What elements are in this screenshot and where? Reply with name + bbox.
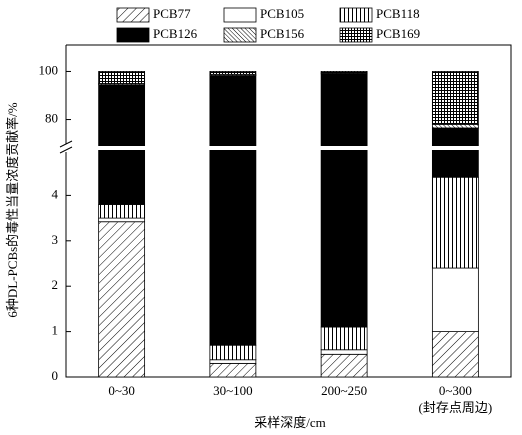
legend-label: PCB105 <box>260 6 304 21</box>
x-tick-label: 0~30 <box>108 383 135 398</box>
bar-segment <box>98 217 146 223</box>
bar-segment <box>431 267 479 333</box>
y-tick-label: 0 <box>52 368 59 383</box>
panel <box>98 71 479 146</box>
bar-segment <box>320 349 368 355</box>
y-axis-label: 6种DL-PCBs的毒性当量浓度贡献率/% <box>5 102 20 317</box>
legend-swatch <box>339 7 373 23</box>
x-tick-label: 30~100 <box>213 383 253 398</box>
x-tick-label: 0~300 <box>439 383 472 398</box>
bar-segment <box>98 204 146 219</box>
legend-label: PCB169 <box>376 26 420 41</box>
legend-label: PCB118 <box>376 6 420 21</box>
legend-swatch <box>339 27 373 43</box>
frame <box>59 44 512 378</box>
bar-segment <box>320 73 368 146</box>
x-axis-label: 采样深度/cm <box>254 415 326 430</box>
legend-label: PCB126 <box>153 26 198 41</box>
bar-segment <box>431 150 479 178</box>
bar-segment <box>98 150 146 205</box>
panel <box>98 150 479 377</box>
y-tick-label: 3 <box>52 232 59 247</box>
bar-segment <box>98 71 146 84</box>
bar-segment <box>431 331 479 377</box>
bar-segment <box>209 362 257 377</box>
bar-segment <box>431 71 479 125</box>
bar-segment <box>209 359 257 364</box>
y-tick-label: 1 <box>52 323 59 338</box>
bar-segment <box>431 123 479 129</box>
bar-segment <box>431 176 479 269</box>
bar-segment <box>98 84 146 146</box>
bar-segment <box>209 75 257 146</box>
legend-swatch <box>223 27 257 43</box>
x-tick-sublabel: (封存点周边) <box>419 400 493 415</box>
bar-segment <box>320 150 368 328</box>
bar-segment <box>209 344 257 361</box>
legend-swatch <box>223 7 257 23</box>
legend-label: PCB156 <box>260 26 305 41</box>
y-tick-label: 2 <box>52 277 59 292</box>
y-tick-label: 80 <box>45 111 58 126</box>
bar-segment <box>320 326 368 351</box>
legend-swatch <box>116 7 150 23</box>
x-tick-label: 200~250 <box>321 383 367 398</box>
y-tick-label: 100 <box>39 62 59 77</box>
bar-segment <box>98 221 146 377</box>
bar-segment <box>209 150 257 346</box>
bar-segment <box>320 353 368 377</box>
legend-label: PCB77 <box>153 6 191 21</box>
y-tick-label: 4 <box>52 186 59 201</box>
legend-swatch <box>116 27 150 43</box>
bar-segment <box>320 71 368 74</box>
bar-segment <box>209 71 257 75</box>
